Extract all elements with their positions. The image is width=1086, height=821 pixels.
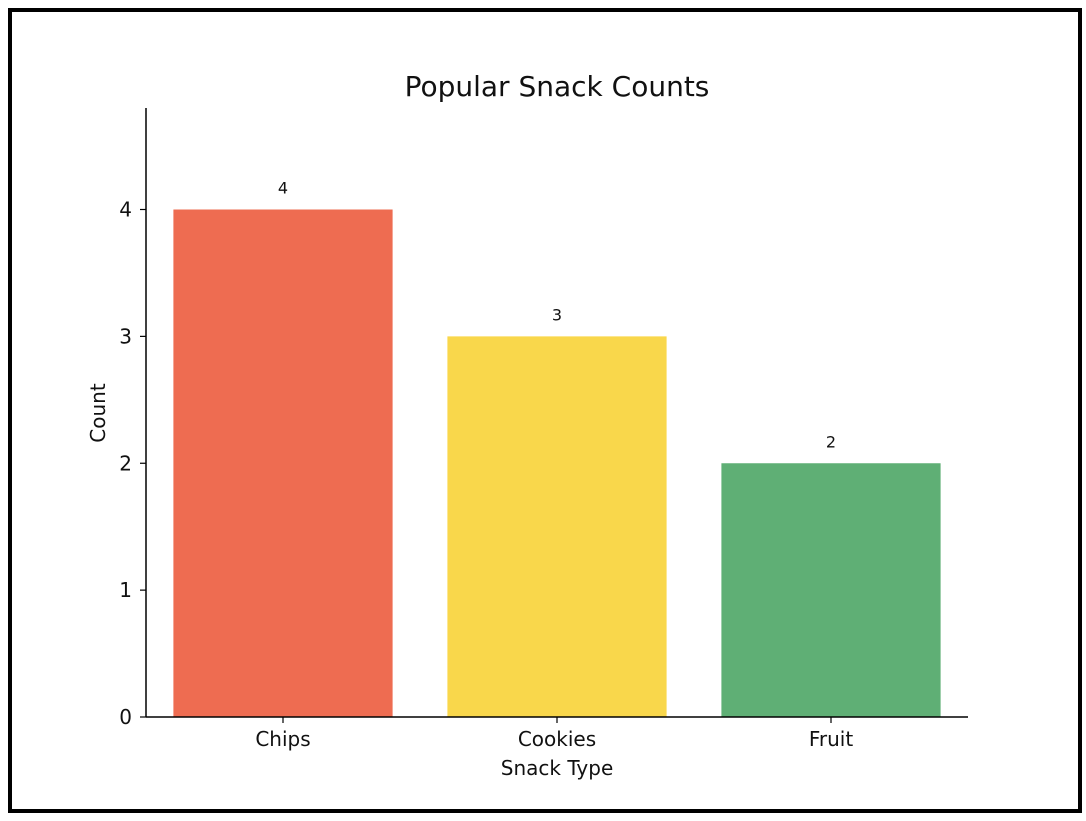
bars-group xyxy=(173,209,941,717)
data-label-cookies: 3 xyxy=(552,305,562,324)
y-tick-label: 1 xyxy=(119,578,132,602)
x-tick-label: Cookies xyxy=(518,727,596,751)
bar-cookies xyxy=(447,336,667,717)
bar-chips xyxy=(173,209,393,717)
y-tick-label: 2 xyxy=(119,451,132,475)
chart-title: Popular Snack Counts xyxy=(405,70,710,103)
data-label-fruit: 2 xyxy=(826,432,836,451)
x-ticks-group: Chips Cookies Fruit xyxy=(255,717,853,751)
y-axis-label: Count xyxy=(86,383,110,443)
y-tick-label: 3 xyxy=(119,324,132,348)
y-tick-label: 0 xyxy=(119,705,132,729)
y-tick-label: 4 xyxy=(119,198,132,222)
x-tick-label: Chips xyxy=(255,727,310,751)
x-tick-label: Fruit xyxy=(809,727,854,751)
x-axis-label: Snack Type xyxy=(501,756,614,780)
data-labels-group: 4 3 2 xyxy=(278,179,836,452)
y-ticks-group: 0 1 2 3 4 xyxy=(119,198,146,729)
bar-fruit xyxy=(721,463,941,717)
data-label-chips: 4 xyxy=(278,179,288,198)
